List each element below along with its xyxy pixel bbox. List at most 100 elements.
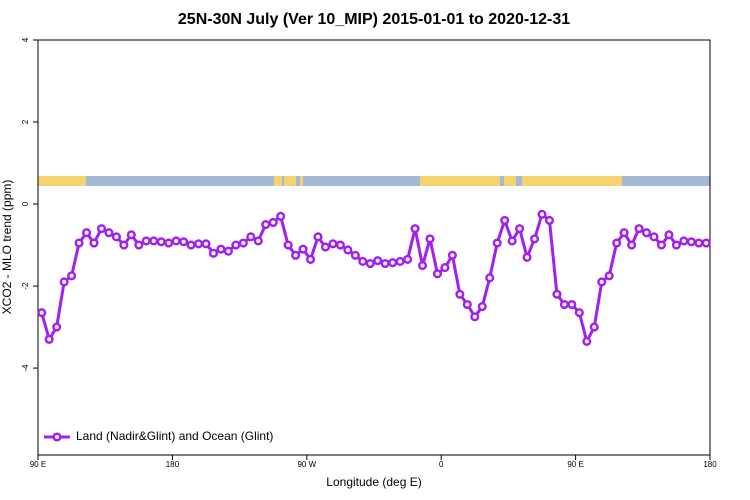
data-point — [223, 246, 233, 256]
data-point — [343, 245, 353, 255]
data-point — [365, 258, 375, 269]
data-point — [134, 240, 144, 250]
data-point — [485, 273, 495, 283]
data-point — [589, 322, 599, 332]
data-point — [96, 224, 107, 234]
x-tick-label: 90 E — [567, 460, 583, 469]
data-point — [261, 219, 271, 230]
data-point — [679, 236, 689, 246]
data-point — [492, 238, 502, 248]
data-point — [417, 260, 428, 271]
y-tick-label: 4 — [21, 37, 30, 42]
data-point — [126, 230, 136, 240]
land-ocean-strip — [38, 176, 710, 186]
data-point — [664, 230, 674, 240]
data-point — [619, 228, 629, 238]
data-point — [335, 240, 345, 250]
data-point — [89, 238, 99, 248]
data-point — [171, 236, 181, 246]
data-point — [111, 232, 121, 242]
data-point — [119, 240, 129, 250]
data-point — [447, 250, 457, 260]
data-point — [612, 238, 622, 248]
data-point — [358, 256, 368, 266]
data-point — [208, 248, 219, 258]
data-point — [193, 239, 204, 249]
data-point — [403, 254, 413, 264]
data-point — [641, 228, 652, 238]
data-point — [582, 336, 592, 346]
data-point — [305, 254, 316, 264]
data-point — [328, 239, 338, 249]
x-tick-label: 0 — [439, 460, 444, 469]
x-tick-label: 180 — [703, 460, 717, 469]
data-point — [149, 236, 159, 246]
data-point — [537, 209, 547, 219]
data-point — [59, 277, 69, 287]
data-point — [462, 299, 472, 310]
x-axis-label: Longitude (deg E) — [326, 475, 421, 489]
data-point — [694, 238, 704, 248]
data-point — [544, 215, 555, 225]
plot-frame — [37, 39, 711, 456]
x-tick-label: 90 E — [30, 460, 46, 469]
data-point — [597, 277, 607, 287]
data-point — [186, 240, 196, 250]
data-point — [231, 240, 241, 250]
data-point — [350, 250, 360, 260]
data-point — [477, 302, 487, 312]
data-point — [74, 238, 84, 248]
data-point — [373, 256, 383, 266]
data-point — [515, 224, 525, 234]
data-point — [246, 232, 256, 242]
data-point — [649, 232, 659, 242]
data-point — [432, 269, 443, 279]
data-point — [104, 228, 114, 238]
data-point — [388, 258, 398, 268]
data-point — [141, 236, 151, 246]
data-point — [179, 237, 189, 247]
data-point — [470, 312, 480, 322]
y-tick-label: 0 — [21, 201, 30, 206]
data-point — [298, 244, 308, 254]
y-tick-label: -2 — [21, 282, 30, 290]
data-point — [574, 308, 584, 318]
data-point — [283, 240, 293, 250]
data-point — [425, 234, 435, 244]
data-point — [320, 242, 331, 252]
data-point — [216, 244, 226, 254]
data-point — [507, 236, 517, 246]
data-point — [440, 263, 450, 273]
data-point — [627, 240, 637, 250]
data-point — [395, 256, 405, 266]
data-point — [671, 240, 681, 250]
data-point — [52, 322, 62, 332]
data-point — [559, 299, 569, 310]
data-point — [67, 271, 77, 281]
y-tick-label: 2 — [21, 119, 30, 124]
data-point — [634, 224, 644, 234]
data-point — [380, 258, 390, 269]
data-point — [37, 308, 47, 318]
legend-label: Land (Nadir&Glint) and Ocean (Glint) — [76, 429, 273, 443]
data-point — [656, 240, 667, 250]
x-tick-label: 180 — [166, 460, 180, 469]
legend-marker — [52, 432, 62, 442]
data-point — [164, 238, 174, 248]
data-point — [276, 211, 286, 221]
data-point — [701, 238, 711, 248]
data-point — [81, 228, 92, 238]
data-point — [156, 237, 166, 247]
data-point — [500, 215, 510, 225]
data-point — [522, 252, 532, 262]
data-point — [238, 238, 248, 248]
data-point — [552, 289, 562, 299]
chart-title: 25N-30N July (Ver 10_MIP) 2015-01-01 to … — [178, 11, 570, 28]
data-point — [455, 289, 465, 299]
data-point — [313, 232, 323, 242]
y-axis-label: XCO2 - MLO trend (ppm) — [0, 180, 14, 315]
data-point — [529, 234, 540, 244]
data-point — [44, 334, 54, 344]
data-point — [268, 217, 278, 228]
data-point — [291, 250, 301, 260]
